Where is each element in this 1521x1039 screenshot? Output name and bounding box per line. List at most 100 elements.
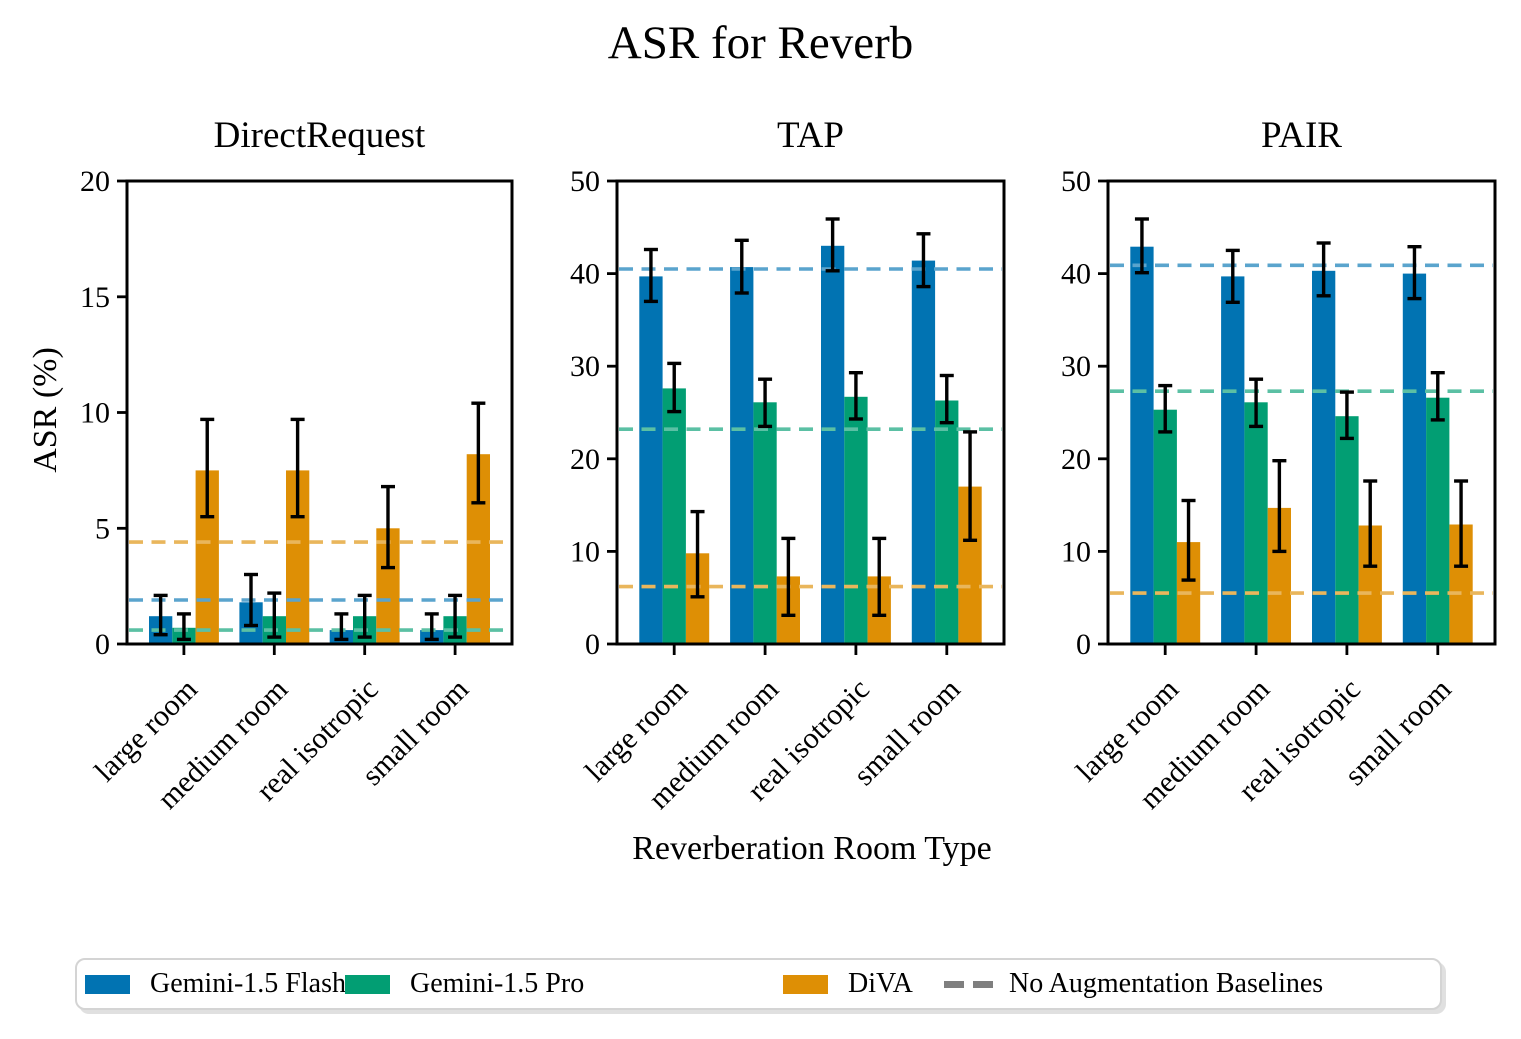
legend-swatch-flash: [85, 974, 130, 994]
y-tick-label: 5: [95, 512, 110, 545]
error-bar-flash-medium-room: [734, 238, 749, 295]
error-bar-flash-real-isotropic: [334, 612, 349, 642]
y-tick-label: 20: [80, 165, 110, 198]
error-bar-flash-medium-room: [244, 572, 259, 628]
subplot-title-tap: TAP: [777, 115, 844, 156]
baseline-dash-segment: [944, 980, 964, 988]
legend-label-baselines: No Augmentation Baselines: [1009, 968, 1324, 999]
error-bar-flash-real-isotropic: [1316, 241, 1331, 298]
bar-pro-large-room: [1153, 409, 1177, 644]
legend-label-diva: DiVA: [848, 968, 913, 999]
error-bar-flash-small-room: [916, 232, 931, 289]
legend-swatch-diva: [783, 974, 828, 994]
bar-diva-small-room: [958, 486, 982, 644]
bar-flash-real-isotropic: [1312, 270, 1336, 644]
error-bar-diva-large-room: [1181, 498, 1196, 582]
bar-flash-small-room: [1402, 273, 1427, 644]
y-tick-label: 20: [1061, 443, 1091, 476]
bar-flash-medium-room: [730, 267, 754, 644]
error-bar-diva-small-room: [1454, 479, 1469, 568]
error-bar-pro-small-room: [1430, 371, 1445, 422]
error-bar-diva-real-isotropic: [380, 484, 395, 570]
error-bar-flash-large-room: [643, 247, 658, 304]
error-bar-pro-large-room: [667, 361, 682, 414]
error-bar-pro-large-room: [1158, 383, 1173, 434]
bar-diva-medium-room: [1267, 507, 1291, 644]
error-bar-flash-small-room: [1407, 244, 1422, 301]
axes-frame: [1106, 179, 1497, 646]
legend-item-gemini-pro: Gemini-1.5 Pro: [345, 960, 584, 1008]
legend-item-gemini-flash: Gemini-1.5 Flash: [85, 960, 346, 1008]
error-bar-diva-real-isotropic: [1363, 479, 1378, 568]
error-bar-diva-small-room: [963, 430, 978, 542]
axes-frame: [615, 179, 1006, 646]
error-bar-pro-medium-room: [1249, 377, 1264, 429]
axes-frame: [125, 179, 514, 646]
baseline-dash-segment: [973, 980, 993, 988]
baseline-dash-icon: [944, 980, 993, 988]
bar-pro-small-room: [935, 400, 959, 644]
legend: Gemini-1.5 Flash Gemini-1.5 Pro DiVA No …: [75, 958, 1442, 1010]
bar-pro-large-room: [662, 388, 686, 644]
bar-diva-large-room: [685, 553, 710, 644]
bar-diva-real-isotropic: [376, 528, 400, 645]
y-tick-label: 30: [1061, 350, 1091, 383]
bar-pro-real-isotropic: [1335, 416, 1359, 644]
y-tick-label: 0: [585, 628, 600, 661]
y-tick-label: 40: [570, 258, 600, 291]
bar-pro-medium-room: [1244, 402, 1268, 644]
y-tick-label: 0: [1076, 628, 1091, 661]
y-tick-label: 10: [80, 397, 110, 430]
y-tick-label: 20: [570, 443, 600, 476]
error-bar-diva-large-room: [200, 417, 215, 519]
error-bar-pro-real-isotropic: [357, 593, 372, 639]
y-tick-label: 10: [1061, 535, 1091, 568]
y-tick-label: 50: [1061, 165, 1091, 198]
error-bar-pro-medium-room: [267, 591, 282, 639]
error-bar-pro-large-room: [176, 612, 191, 642]
y-tick-label: 50: [570, 165, 600, 198]
error-bar-flash-large-room: [153, 593, 168, 637]
legend-item-baselines: No Augmentation Baselines: [944, 960, 1323, 1008]
error-bar-diva-large-room: [690, 509, 705, 599]
error-bar-diva-real-isotropic: [872, 536, 887, 617]
legend-item-diva: DiVA: [783, 960, 913, 1008]
y-tick-label: 0: [95, 628, 110, 661]
bar-diva-real-isotropic: [1358, 525, 1382, 644]
chart-title: ASR for Reverb: [607, 17, 914, 69]
error-bar-diva-medium-room: [781, 536, 796, 617]
bar-pro-medium-room: [753, 402, 777, 644]
legend-label-flash: Gemini-1.5 Flash: [150, 968, 346, 999]
bar-flash-real-isotropic: [821, 245, 845, 645]
error-bar-pro-small-room: [939, 373, 954, 425]
bar-flash-medium-room: [1221, 276, 1245, 644]
error-bar-flash-large-room: [1134, 217, 1149, 275]
bar-flash-large-room: [639, 276, 663, 644]
legend-label-pro: Gemini-1.5 Pro: [410, 968, 585, 999]
error-bar-diva-medium-room: [1272, 459, 1287, 554]
error-bar-pro-medium-room: [758, 377, 773, 429]
legend-swatch-pro: [345, 974, 390, 994]
error-bar-flash-real-isotropic: [825, 217, 840, 273]
error-bar-diva-medium-room: [290, 417, 305, 519]
error-bar-pro-real-isotropic: [1339, 390, 1354, 441]
y-tick-label: 10: [570, 535, 600, 568]
error-bar-flash-medium-room: [1225, 248, 1240, 304]
error-bar-diva-small-room: [471, 401, 486, 505]
error-bar-pro-small-room: [448, 593, 463, 639]
bar-flash-large-room: [1130, 246, 1154, 644]
error-bar-flash-small-room: [424, 612, 439, 642]
bar-pro-real-isotropic: [844, 396, 868, 644]
x-axis-label: Reverberation Room Type: [632, 830, 992, 867]
subplot-title-directrequest: DirectRequest: [213, 115, 426, 156]
y-tick-label: 30: [570, 350, 600, 383]
bar-flash-small-room: [911, 260, 936, 644]
bar-diva-small-room: [1449, 524, 1473, 644]
error-bar-pro-real-isotropic: [848, 371, 863, 421]
subplot-title-pair: PAIR: [1261, 115, 1342, 156]
